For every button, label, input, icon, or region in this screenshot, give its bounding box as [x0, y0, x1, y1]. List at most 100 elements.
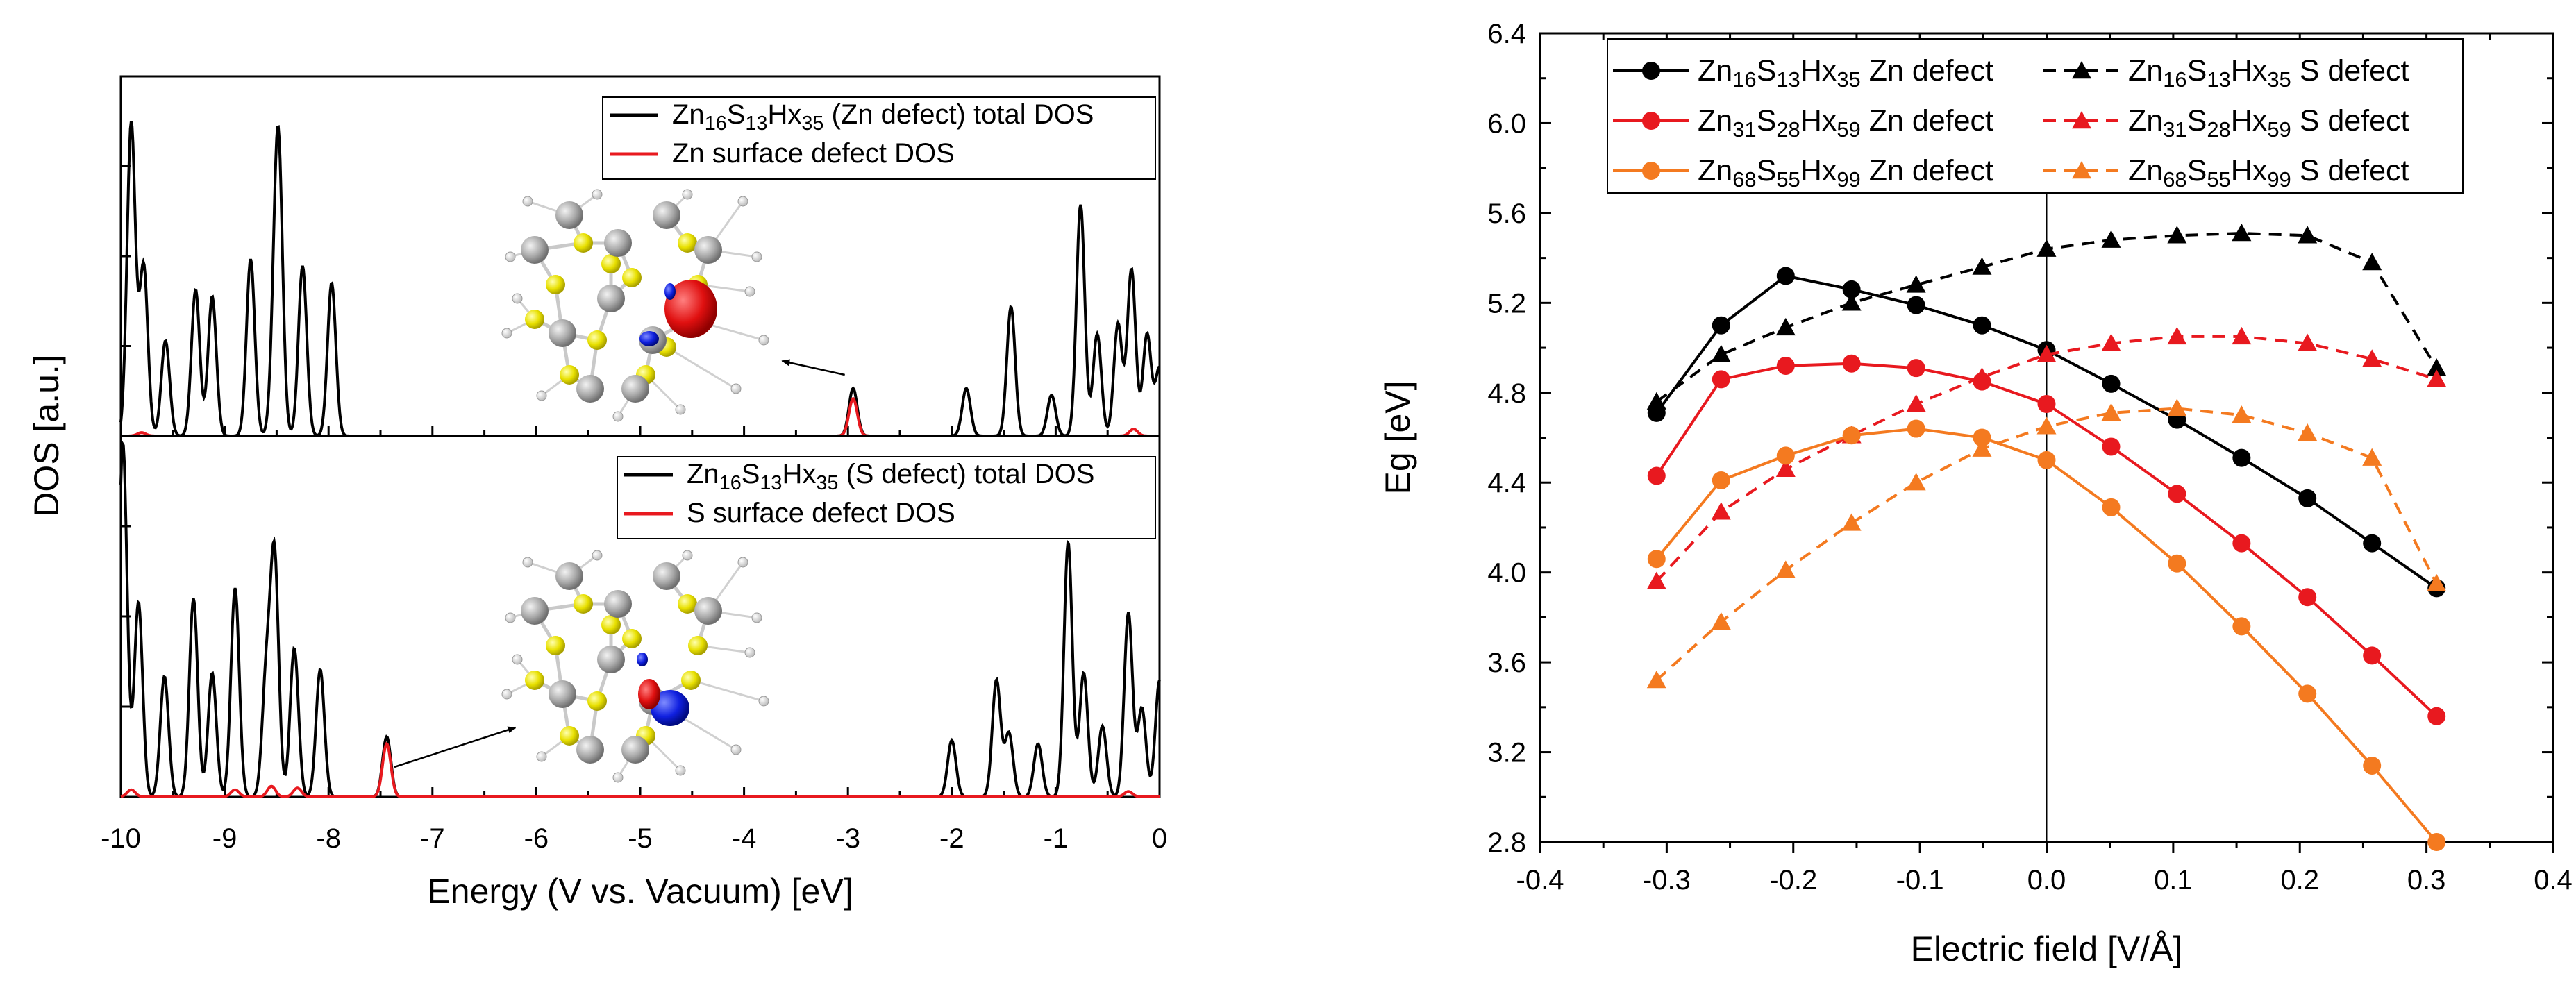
bond	[690, 679, 764, 702]
data-point	[2168, 485, 2186, 503]
hydrogen-atom	[675, 404, 686, 415]
data-point	[1712, 370, 1730, 389]
y-tick-label: 5.2	[1487, 288, 1526, 319]
hydrogen-atom	[522, 196, 533, 207]
orbital-lobe-blue	[637, 653, 648, 666]
zinc-atom	[521, 236, 549, 264]
sulfur-atom	[546, 636, 565, 655]
data-point	[2072, 61, 2091, 79]
x-tick-label: 0.2	[2280, 865, 2319, 895]
y-tick-label: 4.8	[1487, 378, 1526, 409]
orbital-lobe-red	[664, 280, 717, 338]
data-point	[1712, 316, 1730, 335]
sulfur-atom	[587, 691, 607, 711]
legend-label: Zn16S13Hx35 Zn defect	[1698, 54, 1993, 92]
molecule-structure	[501, 550, 769, 783]
data-point	[2037, 394, 2056, 413]
data-point	[1646, 571, 1666, 589]
text-run: Zn	[2128, 54, 2163, 87]
legend-label: Zn surface defect DOS	[672, 138, 955, 169]
data-point	[1646, 392, 1666, 410]
subscript: 13	[745, 112, 767, 135]
annotation-arrow	[781, 359, 845, 376]
data-point	[1907, 359, 1925, 378]
data-point	[1972, 367, 1992, 385]
data-point	[2298, 588, 2317, 607]
subscript: 16	[1732, 67, 1756, 92]
data-point	[2072, 161, 2091, 179]
hydrogen-atom	[612, 411, 624, 422]
y-tick-label: 4.4	[1487, 468, 1526, 498]
subscript: 68	[2163, 167, 2186, 192]
subscript: 16	[705, 112, 727, 135]
text-run: S	[2187, 104, 2207, 137]
bandgap-x-axis-label: Electric field [V/Å]	[1911, 929, 2183, 968]
hydrogen-atom	[751, 251, 762, 262]
dos-bottom-subplot: Zn16S13Hx35 (S defect) total DOS S surfac…	[119, 435, 1161, 798]
text-run: S	[742, 459, 760, 489]
data-point	[1712, 471, 1730, 489]
text-run: Zn	[2128, 154, 2163, 187]
data-point	[1906, 394, 1926, 412]
data-point	[1711, 502, 1731, 520]
data-point	[2168, 554, 2186, 573]
text-run: Hx	[782, 459, 816, 489]
hydrogen-atom	[737, 557, 748, 568]
subscript: 28	[2207, 117, 2230, 142]
text-run: Hx	[1800, 104, 1837, 137]
x-tick-label: -0.3	[1643, 865, 1691, 895]
sulfur-atom	[587, 330, 607, 350]
x-tick-label: 0.4	[2534, 865, 2573, 895]
x-tick-label: 0.3	[2407, 865, 2446, 895]
text-run: S surface defect DOS	[687, 498, 955, 528]
text-run: Zn	[1698, 154, 1732, 187]
x-tick-label: -0.4	[1516, 865, 1564, 895]
data-point	[1973, 428, 1991, 447]
sulfur-atom	[574, 233, 593, 253]
hydrogen-atom	[737, 196, 748, 207]
data-point	[2298, 333, 2318, 351]
text-run: Zn defect	[1861, 104, 1993, 137]
data-point	[2101, 403, 2121, 421]
hydrogen-atom	[744, 286, 755, 297]
data-point	[2427, 707, 2446, 725]
series-zn68s55hx99-zn-defect	[1647, 419, 2446, 851]
hydrogen-atom	[501, 689, 512, 700]
data-point	[1906, 275, 1926, 293]
data-point	[2101, 333, 2121, 351]
data-point	[2167, 226, 2187, 244]
sulfur-atom	[622, 268, 642, 287]
text-run: Zn	[1698, 54, 1732, 87]
text-run: Zn defect	[1861, 154, 1993, 187]
zinc-atom	[576, 736, 604, 764]
hydrogen-atom	[730, 744, 742, 755]
y-tick-label: 2.8	[1487, 827, 1526, 858]
y-tick-label: 3.6	[1487, 648, 1526, 678]
text-run: Zn	[687, 459, 719, 489]
data-point	[2036, 239, 2057, 257]
hydrogen-atom	[522, 557, 533, 568]
hydrogen-atom	[512, 654, 523, 665]
data-point	[2363, 646, 2382, 665]
data-point	[2102, 437, 2121, 456]
data-point	[1647, 466, 1666, 485]
data-point	[1711, 612, 1731, 630]
zinc-atom	[653, 201, 680, 229]
bandgap-axes: 2.8 3.2 3.6 4.0 4.4 4.8 5.2 5.6 6.0 6.4 -0.4 -0.3 -0…	[1487, 19, 2572, 895]
subscript: 59	[2267, 117, 2291, 142]
zinc-atom	[555, 201, 583, 229]
data-point	[1775, 459, 1796, 478]
text-run: S defect	[2291, 154, 2409, 187]
hydrogen-atom	[592, 189, 603, 200]
subscript: 55	[2207, 167, 2230, 192]
text-run: S	[1757, 154, 1777, 187]
data-point	[2232, 448, 2251, 467]
series-zn68s55hx99-s-defect	[1646, 398, 2447, 689]
data-point	[2102, 498, 2121, 516]
data-point	[2427, 573, 2447, 592]
text-run: S	[2187, 54, 2207, 87]
x-tick-label: -8	[316, 823, 341, 854]
text-run: S	[1757, 54, 1777, 87]
text-run: S	[727, 99, 746, 130]
